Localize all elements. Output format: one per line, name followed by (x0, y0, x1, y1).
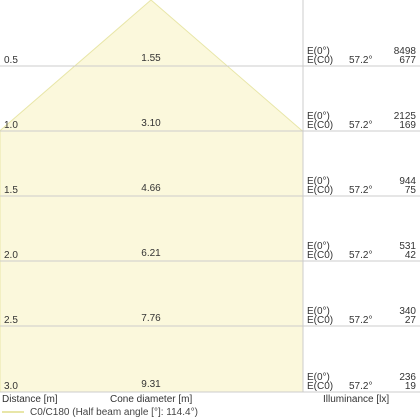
ec0-value: 75 (405, 185, 417, 196)
ec0-label: E(C0) (307, 120, 333, 131)
distance-label: 2.5 (4, 315, 18, 326)
angle-label: 57.2° (349, 315, 372, 326)
e0-label: E(0°) (307, 111, 330, 122)
distance-label: 0.5 (4, 55, 18, 66)
ec0-label: E(C0) (307, 315, 333, 326)
e0-value: 531 (399, 241, 416, 252)
illuminance-label: Illuminance [lx] (323, 394, 390, 405)
ec0-label: E(C0) (307, 250, 333, 261)
legend: C0/C180 (Half beam angle [°]: 114.4°) (2, 407, 198, 418)
distance-label: 1.0 (4, 120, 18, 131)
e0-label: E(0°) (307, 241, 330, 252)
angle-label: 57.2° (349, 185, 372, 196)
cone-diameter-label: 4.66 (141, 183, 161, 194)
cone-diameter-label: 7.76 (141, 313, 161, 324)
angle-label: 57.2° (349, 55, 372, 66)
distance-label: 3.0 (4, 381, 18, 392)
e0-value: 8498 (394, 46, 417, 57)
grid-lines (0, 0, 420, 393)
e0-label: E(0°) (307, 176, 330, 187)
ec0-value: 27 (405, 315, 417, 326)
legend-swatch (2, 411, 24, 414)
e0-value: 236 (399, 372, 416, 383)
legend-label: C0/C180 (Half beam angle [°]: 114.4°) (30, 407, 198, 418)
y-axis-label: Distance [m] (2, 394, 58, 405)
cone-diameter-label: 1.55 (141, 53, 161, 64)
ec0-value: 42 (405, 250, 417, 261)
angle-label: 57.2° (349, 381, 372, 392)
ec0-label: E(C0) (307, 55, 333, 66)
e0-value: 340 (399, 306, 416, 317)
ec0-label: E(C0) (307, 381, 333, 392)
e0-label: E(0°) (307, 306, 330, 317)
e0-label: E(0°) (307, 372, 330, 383)
x-axis-label: Cone diameter [m] (110, 394, 193, 405)
ec0-value: 19 (405, 381, 417, 392)
ec0-value: 677 (399, 55, 416, 66)
e0-label: E(0°) (307, 46, 330, 57)
cone-diameter-label: 3.10 (141, 118, 161, 129)
cone-diameter-label: 9.31 (141, 379, 161, 390)
angle-label: 57.2° (349, 250, 372, 261)
distance-label: 1.5 (4, 185, 18, 196)
e0-value: 944 (399, 176, 416, 187)
distance-label: 2.0 (4, 250, 18, 261)
e0-value: 2125 (394, 111, 417, 122)
angle-label: 57.2° (349, 120, 372, 131)
cone-diameter-label: 6.21 (141, 248, 161, 259)
ec0-label: E(C0) (307, 185, 333, 196)
ec0-value: 169 (399, 120, 416, 131)
